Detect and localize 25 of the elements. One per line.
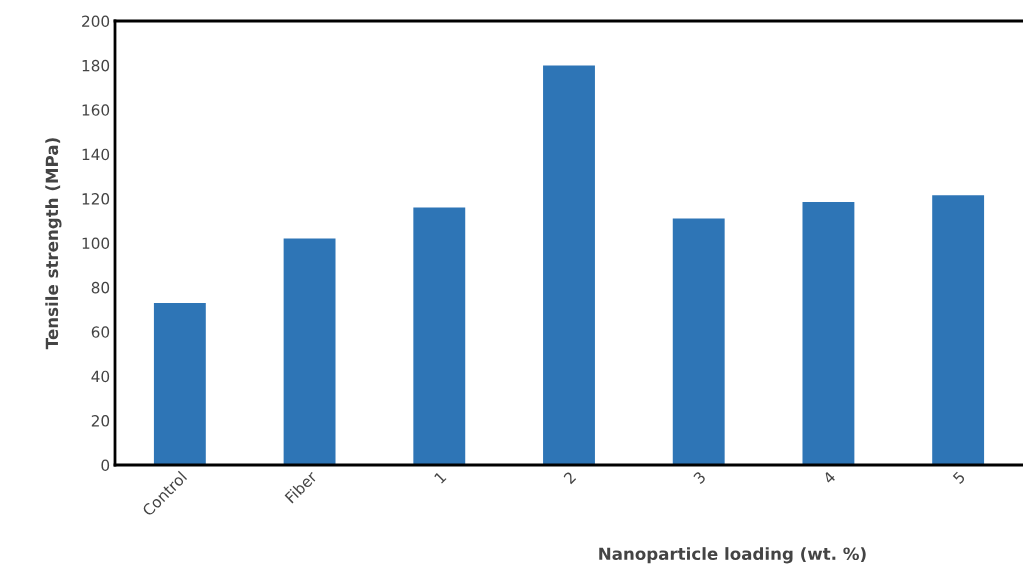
y-tick-label: 80 [91, 281, 110, 294]
y-axis-title: Tensile strength (MPa) [45, 138, 62, 350]
y-tick-label: 160 [82, 104, 110, 116]
x-axis-title: Nanoparticle loading (wt. %) [599, 547, 866, 564]
y-tick-label: 60 [91, 326, 110, 338]
bar [932, 195, 985, 465]
y-tick-label: 100 [82, 237, 110, 250]
y-tick-label: 180 [82, 59, 110, 72]
y-tick-label: 120 [82, 193, 110, 205]
bar [672, 218, 725, 465]
bar [413, 207, 466, 465]
bar [543, 65, 595, 465]
y-tick-label: 140 [82, 148, 110, 161]
x-tick-label: 2 [563, 471, 577, 485]
y-tick-label: 20 [91, 415, 110, 427]
bar [802, 201, 855, 465]
y-tick-label: 0 [101, 459, 110, 472]
y-tick-label: 40 [91, 370, 110, 383]
x-tick-label: 3 [692, 470, 707, 485]
x-tick-label: 5 [952, 471, 966, 485]
y-tick-label: 200 [82, 15, 110, 28]
x-tick-label: 4 [822, 470, 837, 485]
bar [283, 238, 336, 465]
x-tick-label: 1 [433, 471, 447, 484]
bar [153, 302, 206, 465]
